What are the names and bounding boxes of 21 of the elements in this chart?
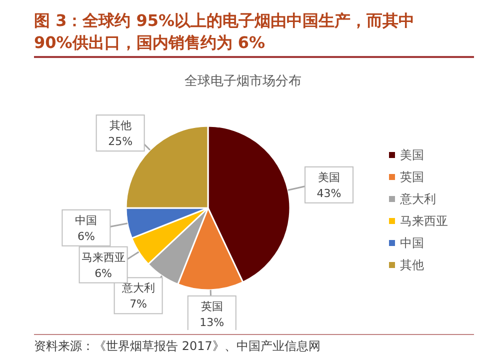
legend-label: 美国 [400, 147, 424, 164]
legend-label: 马来西亚 [400, 213, 448, 230]
legend-label: 其他 [400, 257, 424, 274]
data-label: 25% [108, 135, 133, 148]
data-label: 7% [130, 298, 148, 311]
slice-label: 英国 [200, 300, 223, 313]
text: 资料来源：《世界烟草报告 2017》、中国产业信息网 [34, 334, 474, 355]
chart-title: 图 3：全球约 95%以上的电子烟由中国生产，而其中90%供出口，国内销售约为 6% [34, 10, 416, 54]
slice-label: 马来西亚 [81, 250, 126, 264]
data-label: 43% [316, 186, 342, 200]
legend-label: 意大利 [400, 191, 436, 208]
chart-subtitle: 全球电子烟市场分布 [184, 73, 302, 90]
legend-label: 英国 [400, 169, 424, 186]
legend-label: 中国 [400, 235, 424, 252]
slice-label: 美国 [318, 170, 340, 184]
data-label: 6% [77, 230, 95, 243]
slice-label: 中国 [75, 214, 98, 227]
slice-label: 意大利 [120, 282, 155, 295]
data-label: 13% [200, 316, 224, 329]
data-label: 6% [94, 266, 112, 280]
slice-label: 其他 [109, 119, 132, 132]
